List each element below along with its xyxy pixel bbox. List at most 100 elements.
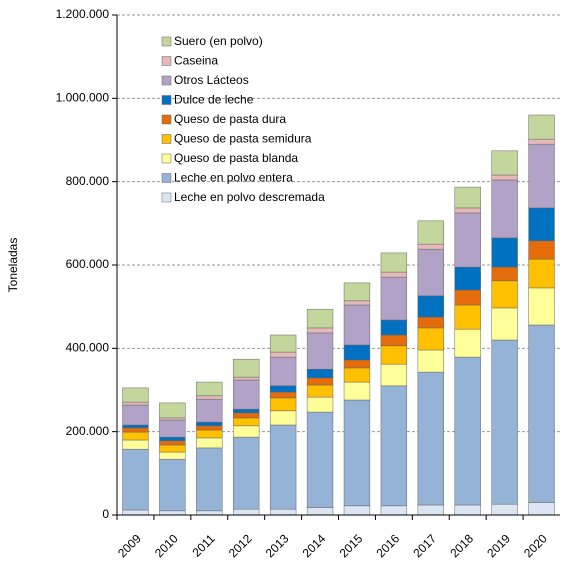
- bar-segment: [269, 351, 297, 358]
- y-axis-label: Toneladas: [6, 238, 20, 293]
- bar-segment: [269, 397, 297, 412]
- bar-segment: [233, 417, 260, 427]
- bar-segment: [196, 421, 223, 427]
- bar-segment: [159, 440, 186, 446]
- bar-segment: [491, 174, 518, 181]
- bar-segment: [306, 308, 334, 329]
- bar-segment: [159, 458, 186, 512]
- bar-segment: [528, 324, 555, 503]
- bar-segment: [233, 425, 260, 438]
- bar-segment: [196, 447, 223, 512]
- bar-segment: [306, 368, 334, 379]
- bar-segment: [528, 258, 555, 289]
- legend-label: Leche en polvo descremada: [174, 190, 325, 204]
- x-tick-label: 2019: [484, 531, 513, 560]
- bar-segment: [306, 507, 334, 516]
- bar-segment: [306, 332, 334, 370]
- bar-segment: [233, 412, 260, 419]
- bar-segment: [454, 504, 481, 516]
- x-tick-label: 2014: [300, 531, 329, 560]
- bar-segment: [454, 266, 481, 291]
- bar-segment: [343, 359, 371, 369]
- y-tick-label: 0: [102, 507, 109, 521]
- bar-segment: [269, 391, 297, 399]
- bar-segment: [491, 503, 518, 516]
- bar-segment: [233, 508, 260, 516]
- bar-segment: [269, 410, 297, 426]
- bar-segment: [306, 396, 334, 413]
- bar-segment: [196, 510, 223, 516]
- y-tick-label: 800.000: [66, 174, 110, 188]
- bar-segment: [380, 363, 408, 387]
- x-tick-label: 2011: [190, 531, 218, 559]
- x-tick-label: 2020: [521, 531, 550, 560]
- bar-segment: [122, 401, 149, 406]
- bar-segment: [196, 437, 223, 449]
- bar-segment: [306, 411, 334, 508]
- y-tick-label: 200.000: [66, 424, 110, 438]
- x-tick-label: 2015: [337, 531, 366, 560]
- legend-label: Queso de pasta semidura: [174, 132, 312, 146]
- bar-segment: [380, 252, 408, 273]
- bar-segment: [122, 427, 149, 433]
- x-tick-label: 2012: [226, 531, 255, 560]
- bar-segment: [159, 417, 186, 421]
- bar-segment: [159, 402, 186, 419]
- legend-swatch: [161, 173, 172, 183]
- bar-segment: [417, 316, 444, 329]
- bar-segment: [454, 356, 481, 506]
- bar-segment: [380, 334, 408, 347]
- bar-segment: [417, 327, 444, 351]
- legend-label: Leche en polvo entera: [174, 171, 293, 185]
- bar-segment: [528, 143, 555, 209]
- bar-segment: [491, 179, 518, 239]
- legend-swatch: [161, 95, 172, 105]
- bar-segment: [196, 425, 223, 431]
- bar-segment: [196, 398, 223, 423]
- bar-segment: [233, 376, 260, 381]
- bar-segment: [343, 304, 371, 346]
- legend-label: Queso de pasta dura: [174, 112, 286, 126]
- bar-segment: [233, 408, 260, 414]
- bar-segment: [343, 344, 371, 361]
- x-tick-label: 2016: [373, 531, 402, 560]
- legend-label: Queso de pasta blanda: [174, 151, 298, 165]
- bar-segment: [528, 207, 555, 242]
- bar-segment: [417, 371, 444, 506]
- legend-swatch: [161, 36, 172, 47]
- legend-swatch: [161, 134, 172, 144]
- x-tick-label: 2010: [152, 531, 181, 560]
- bar-segment: [269, 424, 297, 510]
- bar-segment: [380, 276, 408, 321]
- bar-segment: [233, 436, 260, 510]
- bar-segment: [196, 381, 223, 397]
- bar-segment: [491, 280, 518, 309]
- bar-segment: [528, 138, 555, 145]
- bar-segment: [343, 282, 371, 302]
- bar-segment: [343, 399, 371, 507]
- bar-segment: [122, 431, 149, 441]
- legend-label: Dulce de leche: [174, 93, 254, 107]
- bar-segment: [233, 379, 260, 410]
- x-tick-label: 2009: [115, 531, 144, 560]
- bar-segment: [417, 295, 444, 318]
- bar-segment: [269, 508, 297, 516]
- bar-segment: [159, 419, 186, 438]
- bar-segment: [528, 502, 555, 516]
- bar-segment: [491, 266, 518, 282]
- bar-segment: [122, 439, 149, 450]
- x-tick-label: 2013: [263, 531, 292, 560]
- bar-segment: [454, 328, 481, 358]
- x-tick-label: 2018: [447, 531, 476, 560]
- bar-segment: [159, 510, 186, 516]
- y-tick-label: 400.000: [66, 341, 110, 355]
- bar-segment: [196, 429, 223, 439]
- bar-segment: [380, 385, 408, 507]
- bar-segment: [417, 220, 444, 245]
- legend-swatch: [161, 192, 172, 203]
- bar-segment: [159, 436, 186, 442]
- bar-segment: [454, 289, 481, 306]
- bar-segment: [454, 304, 481, 330]
- bar-segment: [269, 385, 297, 393]
- bar-segment: [122, 424, 149, 429]
